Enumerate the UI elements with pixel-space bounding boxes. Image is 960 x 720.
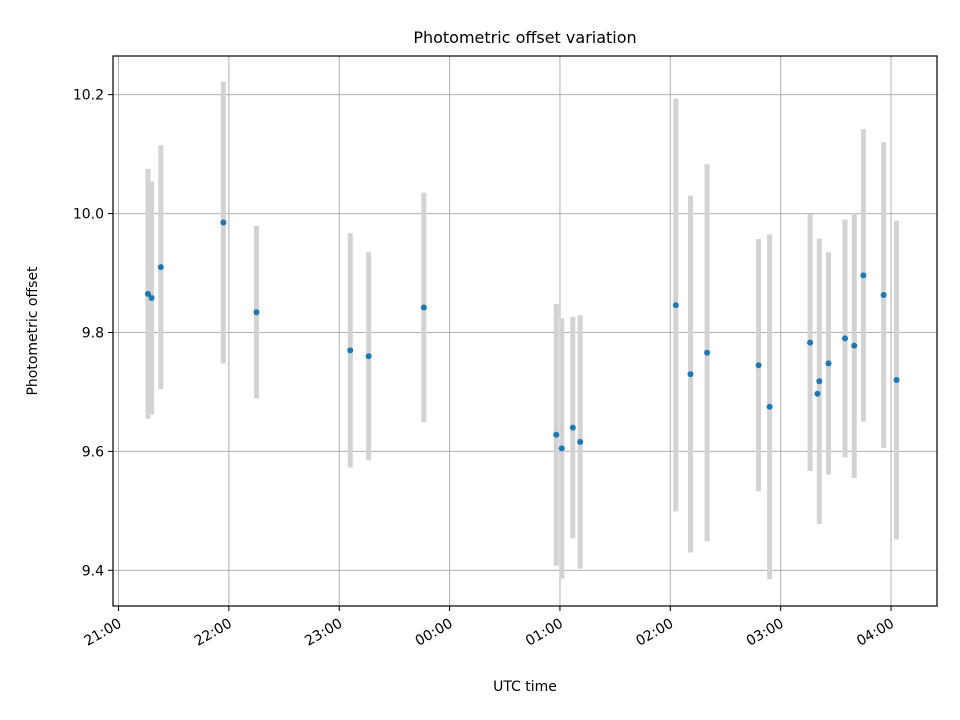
y-tick-label: 9.8 — [82, 325, 104, 341]
data-point — [880, 292, 887, 299]
data-point — [816, 378, 823, 385]
data-point — [148, 295, 155, 301]
x-tick-label: 23:00 — [302, 616, 345, 650]
axis-ticks: 9.4 9.6 9.8 10.0 10.2 21:00 22:00 23:00 00:00 01:… — [73, 88, 897, 650]
data-point — [766, 403, 773, 410]
data-point — [569, 424, 576, 431]
y-tick-label: 9.6 — [82, 444, 104, 460]
data-point — [860, 272, 867, 279]
y-tick-label: 9.4 — [82, 563, 104, 579]
data-point — [220, 219, 227, 226]
y-tick-label: 10.0 — [73, 207, 104, 223]
x-tick-label: 02:00 — [633, 616, 676, 650]
data-point — [755, 362, 762, 369]
chart-title: Photometric offset variation — [413, 28, 636, 47]
data-points — [144, 219, 900, 452]
x-tick-label: 03:00 — [744, 616, 787, 650]
x-tick-label: 01:00 — [523, 616, 566, 650]
y-tick-label: 10.2 — [73, 88, 104, 104]
x-tick-label: 00:00 — [413, 616, 456, 650]
data-point — [157, 264, 164, 271]
x-tick-label: 22:00 — [192, 616, 235, 650]
data-point — [365, 353, 372, 360]
data-point — [144, 290, 151, 297]
data-point — [253, 309, 260, 316]
grid — [113, 56, 937, 606]
data-point — [577, 438, 584, 445]
data-point — [687, 371, 694, 378]
data-point — [851, 342, 858, 349]
data-point — [558, 445, 565, 452]
data-point — [347, 347, 354, 354]
error-bars — [145, 81, 900, 580]
data-point — [842, 335, 849, 342]
data-point — [825, 360, 832, 367]
y-axis-label: Photometric offset — [25, 266, 41, 396]
data-point — [553, 431, 560, 438]
data-point — [672, 302, 679, 309]
data-point — [420, 304, 427, 311]
data-point — [704, 349, 711, 356]
x-tick-label: 21:00 — [82, 616, 125, 650]
x-tick-label: 04:00 — [854, 616, 897, 650]
data-point — [807, 339, 814, 346]
data-point — [893, 377, 900, 384]
plot-area-frame — [112, 55, 938, 607]
data-point — [814, 390, 821, 397]
x-axis-label: UTC time — [493, 679, 557, 695]
